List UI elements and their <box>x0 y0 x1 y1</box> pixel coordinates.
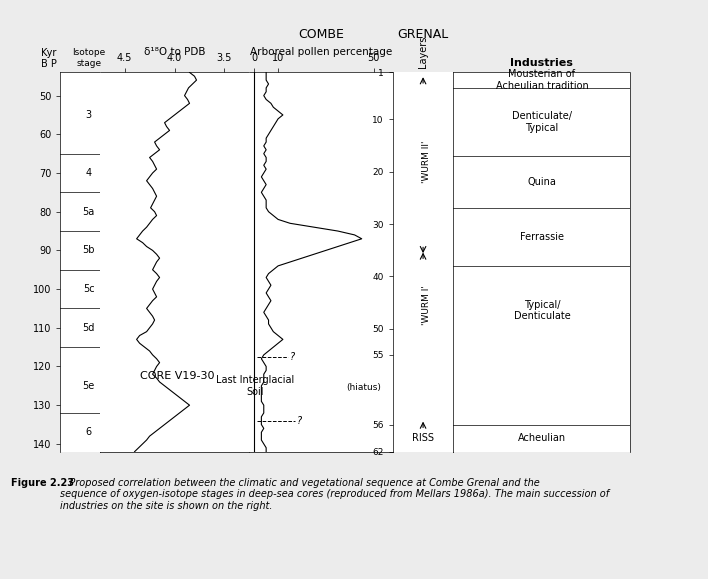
Text: Figure 2.23: Figure 2.23 <box>11 478 74 488</box>
Text: 'WURM II': 'WURM II' <box>421 140 430 182</box>
Text: 5a: 5a <box>83 207 95 217</box>
Text: Ferrassie: Ferrassie <box>520 232 564 242</box>
Text: 3: 3 <box>86 110 92 120</box>
Text: CORE V19-30: CORE V19-30 <box>140 371 215 381</box>
Text: Kyr
B P: Kyr B P <box>41 48 57 69</box>
Text: 4: 4 <box>86 168 92 178</box>
Text: Last Interglacial
Soil: Last Interglacial Soil <box>216 375 294 397</box>
Text: ?: ? <box>297 416 302 426</box>
Text: COMBE: COMBE <box>298 28 344 41</box>
Text: RISS: RISS <box>412 433 434 443</box>
Text: Isotope
stage: Isotope stage <box>72 49 105 68</box>
Text: Proposed correlation between the climatic and vegetational sequence at Combe Gre: Proposed correlation between the climati… <box>60 478 610 511</box>
Text: δ¹⁸O to PDB: δ¹⁸O to PDB <box>144 47 205 57</box>
Text: Quina: Quina <box>527 177 556 187</box>
Text: Denticulate/
Typical: Denticulate/ Typical <box>512 111 572 133</box>
Text: (hiatus): (hiatus) <box>347 383 382 392</box>
Text: ?: ? <box>290 352 295 362</box>
Text: 5c: 5c <box>83 284 94 294</box>
Text: 6: 6 <box>86 427 92 437</box>
Text: Arboreal pollen percentage: Arboreal pollen percentage <box>250 47 392 57</box>
Text: 'WURM I': 'WURM I' <box>421 285 430 325</box>
Text: 5b: 5b <box>82 245 95 255</box>
Text: Acheulian: Acheulian <box>518 433 566 443</box>
Text: Mousterian of
Acheulian tradition: Mousterian of Acheulian tradition <box>496 69 588 91</box>
Text: 5d: 5d <box>82 323 95 333</box>
Text: Industries: Industries <box>510 58 573 68</box>
Text: Layers: Layers <box>418 35 428 68</box>
Text: Typical/
Denticulate: Typical/ Denticulate <box>513 299 570 321</box>
Text: GRENAL: GRENAL <box>397 28 449 41</box>
Text: 5e: 5e <box>83 381 95 391</box>
